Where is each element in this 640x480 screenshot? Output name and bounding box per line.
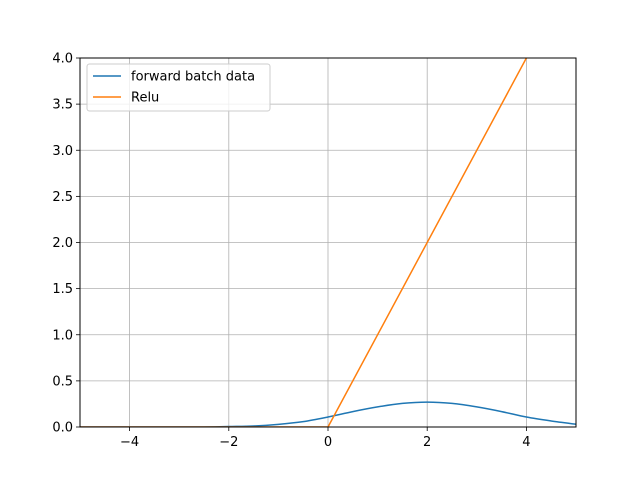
legend: forward batch data Relu [86,63,271,112]
y-tick-label: 4.0 [52,52,73,67]
x-tick-label: 2 [423,435,431,450]
series-line-forward-batch-data [80,401,576,427]
axis-ticks: −4 −2 0 2 4 0.0 0.5 1.0 1.5 2.0 2.5 3.0 3.5 4.0 [52,52,530,451]
y-tick-label: 2.5 [52,190,73,205]
x-tick-label: 4 [522,435,530,450]
legend-label: Relu [131,91,159,106]
y-tick-label: 1.0 [52,328,73,343]
series-layer [80,58,576,427]
series-line-relu [80,58,528,427]
y-tick-label: 3.5 [52,98,73,113]
x-tick-label: −2 [219,435,238,450]
x-tick-label: −4 [120,435,139,450]
y-tick-label: 2.0 [52,236,73,251]
y-tick-label: 3.0 [52,144,73,159]
x-tick-label: 0 [324,435,332,450]
y-tick-label: 0.5 [52,374,73,389]
legend-label: forward batch data [131,70,255,85]
y-tick-label: 1.5 [52,282,73,297]
y-tick-label: 0.0 [52,421,73,436]
legend-box [86,63,271,112]
